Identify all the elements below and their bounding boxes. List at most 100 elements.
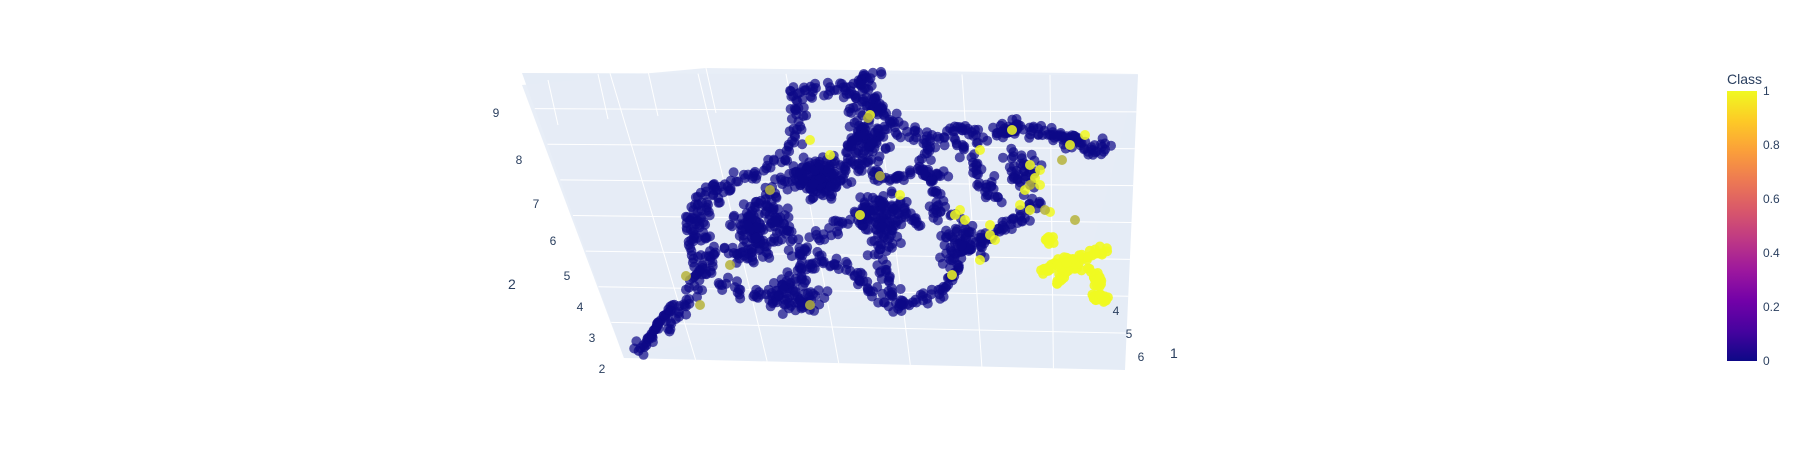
data-point [988, 183, 999, 194]
tick-label: 8 [516, 153, 523, 167]
data-point [782, 184, 793, 195]
data-point [874, 267, 885, 278]
data-point [967, 220, 978, 231]
data-point [727, 221, 738, 232]
data-point [938, 281, 949, 292]
data-point [956, 240, 967, 251]
data-point [797, 139, 808, 150]
data-point [898, 171, 909, 182]
data-point [823, 163, 834, 174]
data-point [891, 108, 902, 119]
data-point [895, 284, 906, 294]
data-point [805, 300, 815, 310]
data-point [939, 140, 950, 151]
data-point [813, 285, 824, 296]
data-point [899, 209, 910, 220]
tick-label: 3 [589, 331, 596, 345]
data-point [825, 150, 835, 160]
data-point [818, 229, 829, 240]
data-point [814, 159, 825, 170]
data-point [918, 295, 929, 306]
data-point [1007, 125, 1017, 135]
data-point [709, 241, 719, 252]
data-point [798, 102, 809, 113]
data-point [888, 306, 899, 317]
data-point [995, 126, 1006, 137]
grid-line [611, 321, 1127, 334]
data-point [1016, 153, 1027, 164]
data-point [738, 234, 749, 245]
data-point [681, 294, 692, 305]
data-point [895, 190, 905, 200]
grid-line [547, 79, 559, 126]
data-point [768, 204, 779, 215]
data-point [807, 193, 818, 204]
data-point [982, 135, 993, 146]
data-point [723, 272, 733, 283]
data-point [1040, 205, 1050, 215]
data-point [826, 193, 837, 204]
data-point [701, 205, 712, 216]
data-point [1037, 130, 1048, 141]
data-point [790, 287, 801, 298]
data-point [898, 297, 909, 308]
data-point [1028, 123, 1039, 134]
data-point [751, 232, 762, 243]
data-point [669, 299, 680, 310]
data-point [779, 210, 790, 221]
data-point [773, 236, 783, 247]
data-point [932, 188, 943, 199]
tick-label: 4 [577, 300, 584, 314]
data-point [873, 156, 884, 167]
data-point [1008, 161, 1019, 172]
data-point [889, 117, 900, 128]
data-point [850, 160, 861, 171]
data-point [980, 192, 991, 203]
data-point [810, 83, 821, 93]
data-point [778, 283, 789, 294]
tick-label: 9 [493, 106, 500, 120]
tick-label: 7 [533, 197, 540, 211]
data-point [896, 219, 907, 230]
data-point [996, 197, 1007, 208]
data-point [728, 167, 739, 178]
data-point [885, 142, 895, 152]
data-point [705, 265, 716, 276]
data-point [932, 215, 943, 226]
data-point [943, 171, 954, 182]
data-point [1061, 131, 1072, 142]
data-point [870, 224, 881, 235]
data-point [885, 210, 896, 221]
colorbar-title: Class [1727, 71, 1762, 87]
data-point [761, 199, 772, 210]
data-point [976, 242, 987, 253]
data-point [801, 110, 812, 121]
data-point [1035, 165, 1045, 175]
data-point [895, 238, 906, 249]
data-point [985, 220, 995, 230]
data-point [1098, 146, 1109, 157]
data-point [869, 205, 880, 216]
data-point [805, 287, 816, 298]
data-points [629, 66, 1116, 360]
data-point [973, 124, 984, 135]
grid-line [597, 73, 609, 120]
data-point [886, 283, 897, 293]
axis-ticks-right: 456 [1113, 304, 1145, 364]
data-point [798, 152, 809, 163]
data-point [966, 241, 977, 251]
data-point [747, 255, 758, 266]
axis-title-right: 1 [1170, 345, 1178, 361]
data-point [1065, 140, 1075, 150]
data-point [949, 132, 959, 143]
data-point [701, 186, 712, 197]
data-point [692, 191, 703, 202]
data-point [937, 258, 948, 269]
data-point [796, 124, 807, 135]
data-point [951, 226, 962, 237]
data-point [854, 275, 865, 285]
colorbar-ticks: 0 0.2 0.4 0.6 0.8 1 [1763, 84, 1780, 368]
data-point [872, 109, 883, 120]
data-point [959, 141, 970, 152]
